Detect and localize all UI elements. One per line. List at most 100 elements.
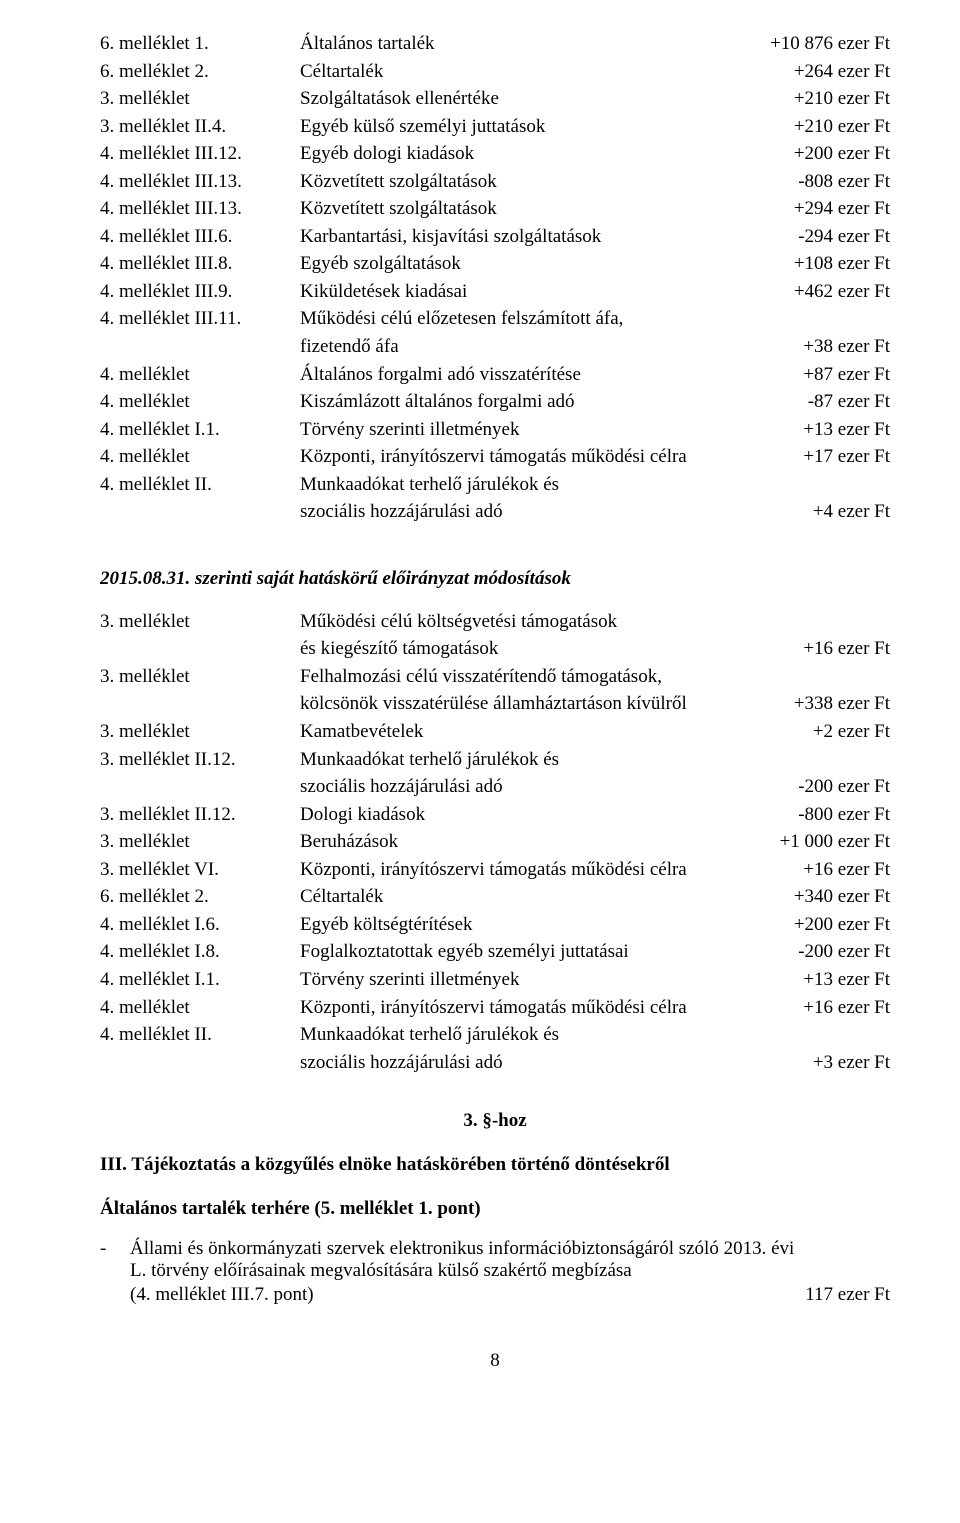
row-desc: Beruházások (300, 828, 750, 856)
list-row-cont: szociális hozzájárulási adó-200 ezer Ft (100, 773, 890, 801)
list-row: 4. melléklet I.1.Törvény szerinti illetm… (100, 416, 890, 444)
list-block-1: 6. melléklet 1.Általános tartalék+10 876… (100, 30, 890, 526)
list-row: 4. melléklet II.Munkaadókat terhelő járu… (100, 1021, 890, 1049)
list-row: 4. melléklet II.Munkaadókat terhelő járu… (100, 471, 890, 499)
row-desc: Dologi kiadások (300, 801, 750, 829)
row-desc: Központi, irányítószervi támogatás működ… (300, 994, 750, 1022)
row-amount (750, 305, 890, 333)
list-block-2: 3. melléklet Működési célú költségvetési … (100, 608, 890, 1076)
list-row: 4. melléklet III.11.Működési célú előzet… (100, 305, 890, 333)
row-desc-line1: Munkaadókat terhelő járulékok és (300, 471, 750, 499)
row-amount (750, 608, 890, 636)
row-amount: +3 ezer Ft (750, 1049, 890, 1077)
row-ref-empty (100, 690, 300, 718)
list-row: 3. melléklet VI.Központi, irányítószervi… (100, 856, 890, 884)
row-desc: Általános tartalék (300, 30, 750, 58)
row-desc: Kiszámlázott általános forgalmi adó (300, 388, 750, 416)
row-ref: 3. melléklet (100, 828, 300, 856)
row-desc: Szolgáltatások ellenértéke (300, 85, 750, 113)
row-ref: 4. melléklet I.1. (100, 416, 300, 444)
list-row: 3. melléklet II.12.Dologi kiadások-800 e… (100, 801, 890, 829)
row-desc: Általános forgalmi adó visszatérítése (300, 361, 750, 389)
row-amount: -800 ezer Ft (750, 801, 890, 829)
row-ref: 4. melléklet III.6. (100, 223, 300, 251)
list-row: 4. melléklet I.1.Törvény szerinti illetm… (100, 966, 890, 994)
row-amount (750, 1021, 890, 1049)
row-ref-empty (100, 333, 300, 361)
row-ref-empty (100, 1049, 300, 1077)
row-desc-line1: Működési célú előzetesen felszámított áf… (300, 305, 750, 333)
row-ref-empty (100, 773, 300, 801)
bullet-amount: 117 ezer Ft (750, 1284, 890, 1306)
row-amount: +210 ezer Ft (750, 85, 890, 113)
list-row: 3. mellékletMűködési célú költségvetési … (100, 608, 890, 636)
list-row-cont: szociális hozzájárulási adó+4 ezer Ft (100, 498, 890, 526)
row-desc-line1: Működési célú költségvetési támogatások (300, 608, 750, 636)
bullet-dash: - (100, 1238, 130, 1306)
row-desc-line2: kölcsönök visszatérülése államháztartáso… (300, 690, 750, 718)
row-ref: 4. melléklet III.9. (100, 278, 300, 306)
row-amount: +38 ezer Ft (750, 333, 890, 361)
row-amount (750, 746, 890, 774)
row-amount: +16 ezer Ft (750, 856, 890, 884)
row-ref: 4. melléklet I.1. (100, 966, 300, 994)
row-ref: 4. melléklet I.8. (100, 938, 300, 966)
page-number: 8 (100, 1350, 890, 1372)
row-desc: Központi, irányítószervi támogatás működ… (300, 443, 750, 471)
bullet-text: Állami és önkormányzati szervek elektron… (130, 1238, 890, 1306)
list-row: 4. mellékletKözponti, irányítószervi tám… (100, 443, 890, 471)
row-amount: +340 ezer Ft (750, 883, 890, 911)
row-amount: +1 000 ezer Ft (750, 828, 890, 856)
row-amount: +2 ezer Ft (750, 718, 890, 746)
row-ref: 4. melléklet III.13. (100, 168, 300, 196)
row-ref-empty (100, 498, 300, 526)
list-row: 3. melléklet II.4.Egyéb külső személyi j… (100, 113, 890, 141)
row-ref: 3. melléklet II.12. (100, 746, 300, 774)
row-amount: +13 ezer Ft (750, 966, 890, 994)
row-desc: Közvetített szolgáltatások (300, 168, 750, 196)
row-ref: 6. melléklet 1. (100, 30, 300, 58)
row-amount: -808 ezer Ft (750, 168, 890, 196)
list-row: 4. melléklet III.8.Egyéb szolgáltatások+… (100, 250, 890, 278)
row-desc: Karbantartási, kisjavítási szolgáltatáso… (300, 223, 750, 251)
list-row: 6. melléklet 2.Céltartalék+264 ezer Ft (100, 58, 890, 86)
row-desc: Kiküldetések kiadásai (300, 278, 750, 306)
row-desc: Céltartalék (300, 58, 750, 86)
row-desc-line2: fizetendő áfa (300, 333, 750, 361)
list-row: 3. mellékletBeruházások+1 000 ezer Ft (100, 828, 890, 856)
row-desc: Közvetített szolgáltatások (300, 195, 750, 223)
row-amount: +338 ezer Ft (750, 690, 890, 718)
row-desc-line2: szociális hozzájárulási adó (300, 498, 750, 526)
list-row: 4. melléklet III.9.Kiküldetések kiadásai… (100, 278, 890, 306)
row-ref: 6. melléklet 2. (100, 883, 300, 911)
row-desc: Törvény szerinti illetmények (300, 966, 750, 994)
row-amount: +462 ezer Ft (750, 278, 890, 306)
row-ref: 4. melléklet III.11. (100, 305, 300, 333)
heading-3-left: III. Tájékoztatás a közgyűlés elnöke hat… (100, 1154, 890, 1176)
row-amount: +210 ezer Ft (750, 113, 890, 141)
row-desc: Törvény szerinti illetmények (300, 416, 750, 444)
row-amount (750, 471, 890, 499)
row-ref: 6. melléklet 2. (100, 58, 300, 86)
row-ref: 4. melléklet (100, 361, 300, 389)
list-row-cont: kölcsönök visszatérülése államháztartáso… (100, 690, 890, 718)
row-ref: 4. melléklet I.6. (100, 911, 300, 939)
row-desc: Egyéb dologi kiadások (300, 140, 750, 168)
row-ref: 4. melléklet II. (100, 1021, 300, 1049)
row-amount: +87 ezer Ft (750, 361, 890, 389)
section-title-1: 2015.08.31. szerinti saját hatáskörű elő… (100, 568, 890, 590)
list-row: 3. mellékletFelhalmozási célú visszatérí… (100, 663, 890, 691)
row-amount: +16 ezer Ft (750, 635, 890, 663)
list-row: 4. melléklet I.6.Egyéb költségtérítések+… (100, 911, 890, 939)
row-desc-line2: és kiegészítő támogatások (300, 635, 750, 663)
row-ref: 4. melléklet II. (100, 471, 300, 499)
row-desc: Központi, irányítószervi támogatás működ… (300, 856, 750, 884)
row-amount: +108 ezer Ft (750, 250, 890, 278)
row-ref: 4. melléklet (100, 443, 300, 471)
row-desc: Foglalkoztatottak egyéb személyi juttatá… (300, 938, 750, 966)
row-ref: 4. melléklet III.12. (100, 140, 300, 168)
list-row: 4. melléklet III.13.Közvetített szolgált… (100, 168, 890, 196)
bullet-line-1: Állami és önkormányzati szervek elektron… (130, 1238, 794, 1259)
list-row: 6. melléklet 1.Általános tartalék+10 876… (100, 30, 890, 58)
list-row-cont: szociális hozzájárulási adó+3 ezer Ft (100, 1049, 890, 1077)
